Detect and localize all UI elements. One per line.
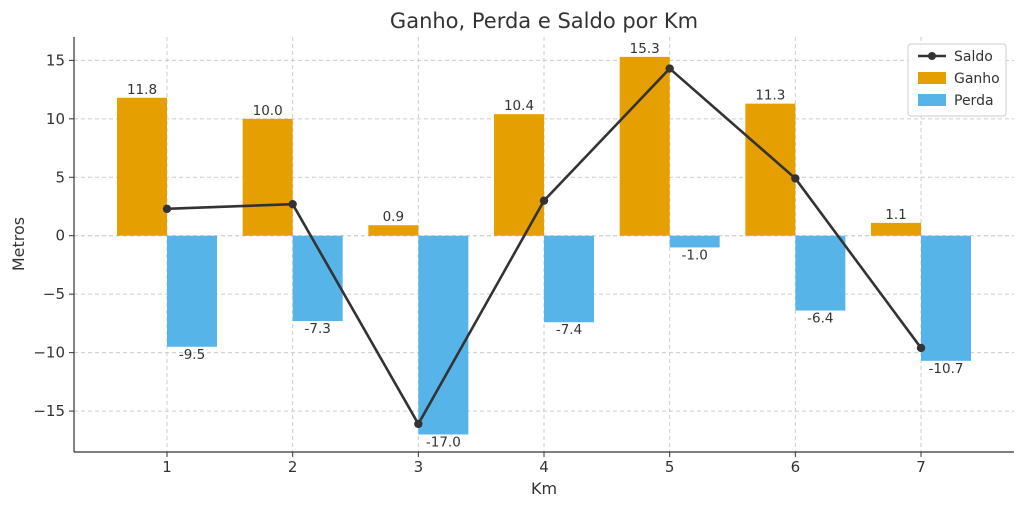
perda-data-label: -9.5 — [179, 347, 205, 363]
ganho-bar — [242, 118, 293, 236]
bars-layer — [117, 56, 972, 435]
x-tick-label: 4 — [539, 458, 549, 476]
ganho-bar — [745, 103, 796, 236]
ganho-bar — [368, 225, 419, 236]
legend: Saldo Ganho Perda — [907, 43, 1007, 117]
saldo-point — [414, 419, 423, 429]
perda-data-label: -1.0 — [682, 247, 708, 263]
legend-perda-label: Perda — [954, 93, 994, 109]
perda-bar — [795, 235, 846, 311]
y-tick-label: −10 — [33, 344, 65, 362]
y-tick-label: 15 — [46, 51, 65, 69]
y-tick-label: 10 — [46, 110, 65, 128]
ganho-data-label: 0.9 — [383, 209, 404, 225]
ganho-data-label: 15.3 — [630, 41, 660, 57]
perda-data-label: -7.3 — [304, 321, 330, 337]
x-tick-label: 5 — [665, 458, 675, 476]
perda-bar — [167, 235, 217, 347]
x-tick-label: 3 — [414, 458, 424, 476]
x-tick-label: 7 — [916, 458, 926, 476]
y-tick-label: 5 — [55, 168, 65, 186]
ganho-bar — [619, 56, 670, 236]
ganho-bar — [871, 222, 922, 236]
labels-layer: 11.8 10.0 0.9 10.4 15.3 11.3 1.1 -9.5 -7.3 -17.0 -… — [127, 41, 964, 451]
perda-data-label: -7.4 — [556, 322, 582, 338]
perda-bar — [921, 235, 972, 361]
y-tick-label: −15 — [33, 402, 65, 420]
x-tick-label: 2 — [288, 458, 298, 476]
legend-saldo-marker — [928, 52, 936, 60]
ganho-bar — [494, 114, 545, 236]
perda-bar — [544, 235, 595, 323]
saldo-point — [288, 199, 297, 209]
legend-ganho-label: Ganho — [954, 71, 1000, 87]
x-axis-title: Km — [531, 479, 557, 498]
ganho-data-label: 10.4 — [504, 98, 534, 114]
chart-title: Ganho, Perda e Saldo por Km — [390, 9, 698, 33]
saldo-point — [791, 174, 800, 183]
saldo-point — [162, 204, 172, 214]
legend-saldo-label: Saldo — [954, 49, 993, 65]
axes-layer: 15 10 5 0 −5 −10 −15 1 2 3 4 5 6 7 — [33, 37, 1014, 476]
y-tick-label: −5 — [43, 285, 65, 303]
ganho-data-label: 1.1 — [885, 207, 906, 223]
saldo-point — [665, 64, 674, 73]
perda-bar — [669, 235, 720, 248]
y-tick-label: 0 — [55, 227, 65, 245]
saldo-point — [539, 196, 549, 205]
perda-data-label: -17.0 — [426, 434, 461, 450]
ganho-data-label: 10.0 — [253, 103, 283, 119]
y-axis-title: Metros — [9, 217, 28, 271]
saldo-point — [916, 343, 926, 353]
perda-bar — [418, 235, 469, 435]
ganho-data-label: 11.8 — [127, 82, 157, 98]
legend-ganho-swatch — [918, 72, 946, 84]
ganho-bar — [117, 97, 167, 236]
x-tick-label: 6 — [791, 458, 801, 476]
x-tick-label: 1 — [162, 458, 172, 476]
ganho-data-label: 11.3 — [755, 88, 785, 104]
perda-data-label: -6.4 — [807, 311, 833, 327]
legend-perda-swatch — [918, 94, 946, 106]
line-layer — [162, 64, 926, 429]
perda-data-label: -10.7 — [929, 361, 964, 377]
